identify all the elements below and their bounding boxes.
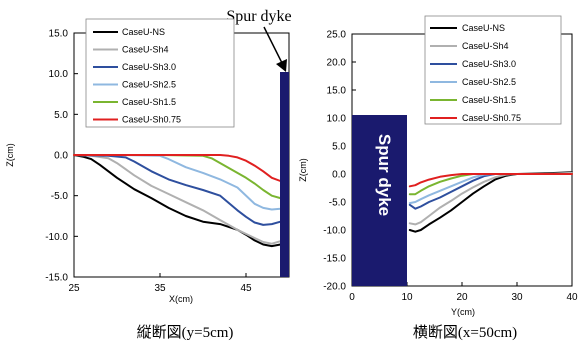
right-x-tick-label: 30 (511, 292, 523, 303)
left-legend-label: CaseU-Sh3.0 (122, 62, 176, 72)
right-legend-label: CaseU-Sh0.75 (462, 113, 521, 123)
longitudinal-section-chart: 15.0 10.0 5.0 0.0 -5.0 -10.0 -15.0 25 35 45 Z(cm… (5, 8, 292, 341)
right-caption: 横断図(x=50cm) (413, 324, 517, 341)
left-y-tick-label: 5.0 (54, 110, 68, 121)
right-y-tick-label: -20.0 (323, 282, 346, 293)
right-legend: CaseU-NS CaseU-Sh4 CaseU-Sh3.0 CaseU-Sh2.5 C… (424, 15, 562, 125)
spur-dyke-block-right (352, 115, 407, 286)
left-x-tick-label: 35 (154, 283, 166, 294)
right-x-tick-label: 10 (401, 292, 413, 303)
left-series-line-2 (73, 154, 286, 226)
right-y-tick-label: 0.0 (332, 170, 346, 181)
left-legend-label: CaseU-Sh1.5 (122, 97, 176, 107)
right-legend-label: CaseU-Sh1.5 (462, 95, 516, 105)
right-y-tick-label: -5.0 (329, 198, 347, 209)
left-series-line-0 (73, 154, 286, 248)
right-x-axis-title: Y(cm) (451, 307, 475, 317)
left-legend-box (85, 18, 235, 128)
left-y-tick-label: 10.0 (49, 69, 69, 80)
right-x-tick-labels: 0 10 20 30 40 (349, 292, 578, 303)
spur-dyke-bar-left (280, 72, 289, 277)
right-x-tick-label: 40 (566, 292, 578, 303)
left-legend-label: CaseU-Sh4 (122, 45, 169, 55)
spur-dyke-arrow-line (263, 26, 284, 66)
right-y-tick-label: 5.0 (332, 142, 346, 153)
right-legend-label: CaseU-Sh3.0 (462, 59, 516, 69)
left-series-line-5 (73, 154, 286, 182)
right-y-tick-label: -15.0 (323, 254, 346, 265)
right-legend-label: CaseU-Sh4 (462, 41, 509, 51)
left-legend-label: CaseU-NS (122, 27, 165, 37)
right-legend-label: CaseU-Sh2.5 (462, 77, 516, 87)
left-y-tick-label: -10.0 (45, 232, 68, 243)
right-y-tick-labels: 25.0 20.0 15.0 10.0 5.0 0.0 -5.0 -10.0 -15.0 -20.… (323, 30, 346, 293)
left-x-axis-title: X(cm) (169, 294, 193, 304)
left-y-tick-label: -5.0 (51, 191, 69, 202)
left-legend-label: CaseU-Sh2.5 (122, 80, 176, 90)
right-y-tick-label: 15.0 (327, 86, 347, 97)
left-y-axis-title: Z(cm) (5, 143, 15, 167)
left-spur-dyke-annotation: Spur dyke (226, 8, 291, 25)
left-y-tick-label: -15.0 (45, 273, 68, 284)
right-legend-label: CaseU-NS (462, 23, 505, 33)
left-series-lines (73, 154, 286, 248)
right-series-lines (408, 171, 573, 233)
left-x-tick-label: 45 (240, 283, 252, 294)
left-y-tick-label: 0.0 (54, 151, 68, 162)
left-caption: 縦断図(y=5cm) (137, 324, 234, 341)
left-x-tick-labels: 25 35 45 (68, 283, 252, 294)
right-series-line-5 (408, 173, 573, 188)
right-y-tick-label: 25.0 (327, 30, 347, 41)
right-legend-box (424, 15, 562, 125)
left-series-line-1 (73, 154, 286, 245)
right-y-tick-label: 20.0 (327, 58, 347, 69)
left-x-tick-label: 25 (68, 283, 80, 294)
left-tick-marks (73, 32, 247, 278)
right-x-tick-label: 20 (456, 292, 468, 303)
right-x-tick-label: 0 (349, 292, 355, 303)
right-y-tick-label: 10.0 (327, 114, 347, 125)
left-y-tick-label: 15.0 (49, 29, 69, 40)
left-y-tick-labels: 15.0 10.0 5.0 0.0 -5.0 -10.0 -15.0 (45, 29, 68, 284)
right-y-axis-title: Z(cm) (298, 158, 308, 182)
right-spur-dyke-label: Spur dyke (375, 134, 394, 216)
left-legend-label: CaseU-Sh0.75 (122, 115, 181, 125)
right-y-tick-label: -10.0 (323, 226, 346, 237)
left-legend: CaseU-NS CaseU-Sh4 CaseU-Sh3.0 CaseU-Sh2.5 C… (85, 18, 235, 128)
spur-dyke-arrowhead (276, 59, 287, 72)
cross-section-chart: 25.0 20.0 15.0 10.0 5.0 0.0 -5.0 -10.0 -15.0 -20.… (298, 15, 578, 341)
